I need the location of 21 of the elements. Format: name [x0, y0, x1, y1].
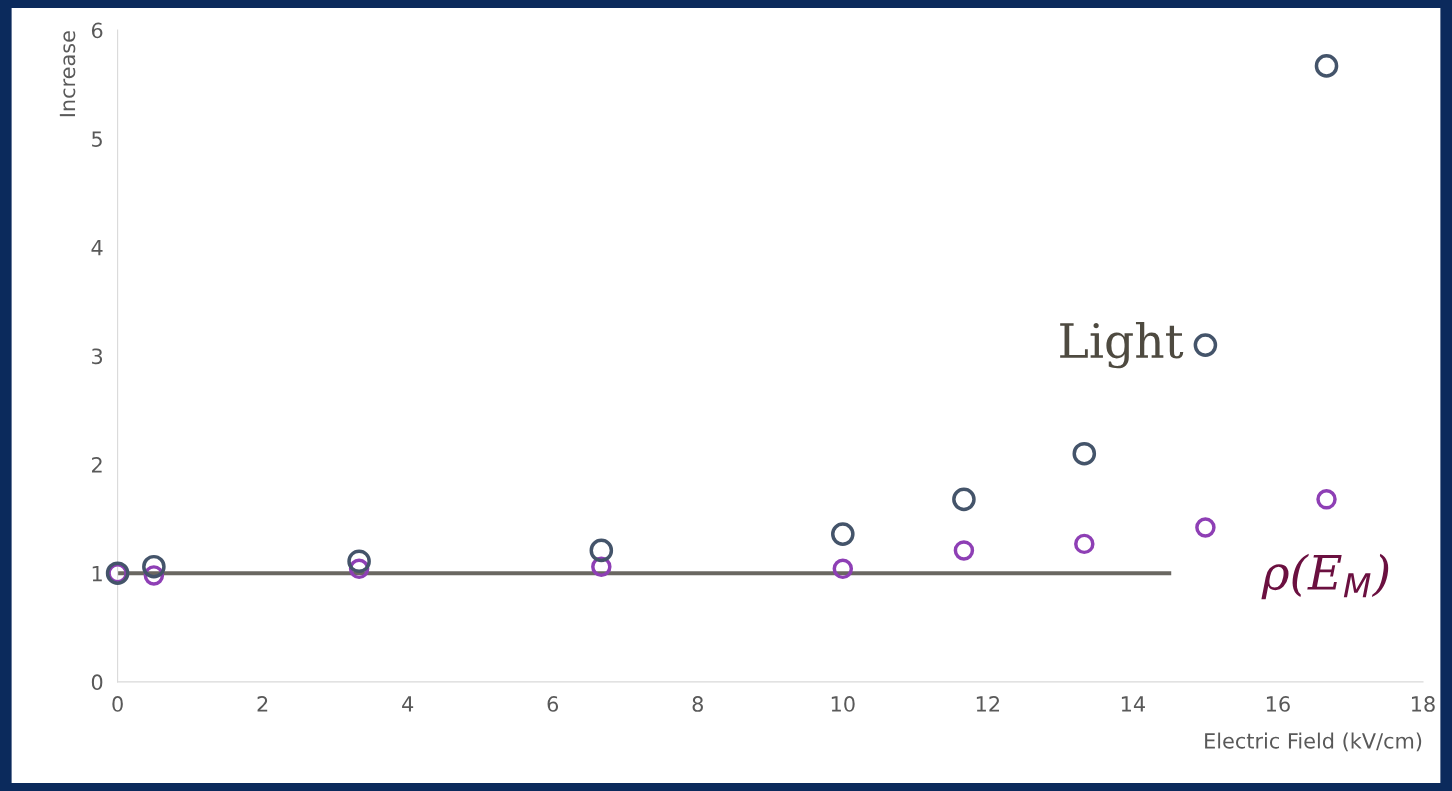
y-tick-label: 2 — [91, 457, 102, 473]
x-tick-label: 4 — [402, 696, 414, 712]
series-label: ρ(E$_{M}$) — [1261, 553, 1389, 600]
x-tick-label: 10 — [831, 696, 855, 712]
x-tick-label: 8 — [692, 696, 703, 712]
x-tick-label: 16 — [1266, 696, 1290, 712]
x-tick-label: 14 — [1121, 696, 1145, 712]
x-tick-label: 6 — [547, 696, 559, 712]
x-tick-label: 0 — [112, 696, 123, 712]
y-tick-label: 1 — [92, 565, 102, 582]
y-tick-label: 0 — [91, 674, 103, 691]
x-tick-label: 18 — [1411, 696, 1435, 712]
x-axis-title: Electric Field (kV/cm) — [1205, 732, 1422, 752]
y-tick-label: 3 — [92, 348, 103, 365]
series-label: Light — [1060, 321, 1184, 369]
y-tick-label: 4 — [91, 240, 103, 256]
x-tick-label: 2 — [257, 696, 268, 712]
y-tick-label: 5 — [92, 131, 102, 147]
y-axis-title: Increase — [59, 31, 76, 117]
y-tick-label: 6 — [91, 22, 103, 39]
x-tick-label: 12 — [976, 696, 1000, 712]
